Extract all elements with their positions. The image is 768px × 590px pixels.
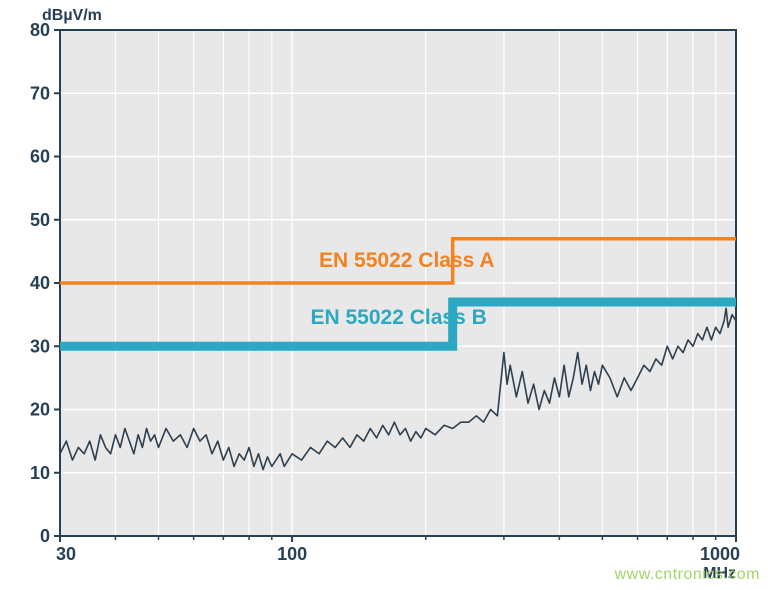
- x-tick-label: 1000: [700, 544, 740, 564]
- y-tick-label: 20: [30, 400, 50, 420]
- y-tick-label: 70: [30, 83, 50, 103]
- y-tick-label: 10: [30, 463, 50, 483]
- y-tick-label: 0: [40, 526, 50, 546]
- y-tick-label: 50: [30, 210, 50, 230]
- y-tick-label: 40: [30, 273, 50, 293]
- watermark-text: www.cntronics.com: [615, 566, 760, 584]
- y-tick-label: 60: [30, 147, 50, 167]
- x-tick-label: 30: [56, 544, 76, 564]
- y-tick-label: 30: [30, 336, 50, 356]
- label-class-a: EN 55022 Class A: [319, 249, 495, 272]
- y-axis-label: dBµV/m: [42, 7, 102, 24]
- label-class-b: EN 55022 Class B: [310, 306, 486, 329]
- chart-svg: 01020304050607080301001000dBµV/mMHzEN 55…: [0, 0, 768, 590]
- emi-chart: 01020304050607080301001000dBµV/mMHzEN 55…: [0, 0, 768, 590]
- x-tick-label: 100: [277, 544, 307, 564]
